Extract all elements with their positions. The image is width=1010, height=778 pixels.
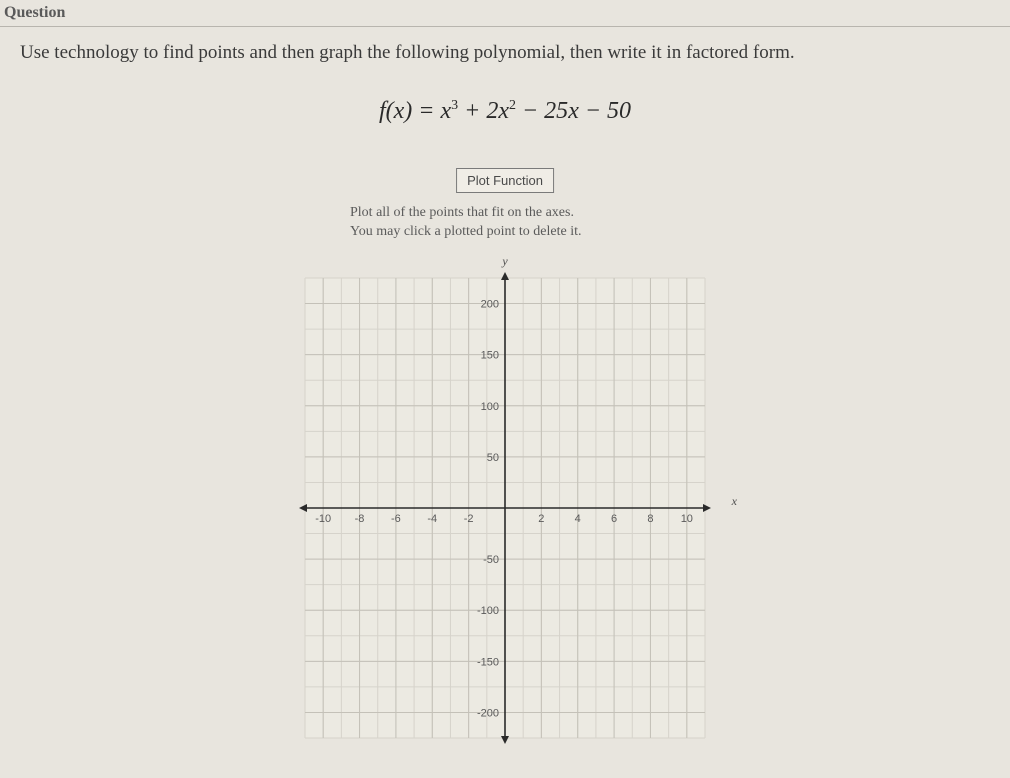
divider xyxy=(0,26,1010,27)
svg-text:-150: -150 xyxy=(477,656,499,668)
svg-text:50: 50 xyxy=(487,452,499,464)
instructions-line: Plot all of the points that fit on the a… xyxy=(350,204,660,223)
svg-text:10: 10 xyxy=(681,513,693,525)
svg-text:-50: -50 xyxy=(483,554,499,566)
svg-text:6: 6 xyxy=(611,513,617,525)
question-label: Question xyxy=(4,4,65,22)
plot-function-button[interactable]: Plot Function xyxy=(456,168,554,193)
svg-text:2: 2 xyxy=(538,513,544,525)
svg-text:-8: -8 xyxy=(355,513,365,525)
svg-text:8: 8 xyxy=(647,513,653,525)
svg-text:-200: -200 xyxy=(477,707,499,719)
question-prompt: Use technology to find points and then g… xyxy=(20,42,795,64)
svg-text:100: 100 xyxy=(481,401,499,413)
svg-text:-2: -2 xyxy=(464,513,474,525)
instructions-line: You may click a plotted point to delete … xyxy=(350,223,660,242)
chart-area[interactable]: y x -10-8-6-4-224681050100150200-50-100-… xyxy=(275,258,735,758)
svg-text:-4: -4 xyxy=(427,513,437,525)
y-axis-label: y xyxy=(502,254,507,269)
equation: f(x) = x3 + 2x2 − 25x − 50 xyxy=(0,98,1010,125)
x-axis-label: x xyxy=(732,494,737,509)
plot-instructions: Plot all of the points that fit on the a… xyxy=(350,204,660,242)
svg-text:-100: -100 xyxy=(477,605,499,617)
svg-text:-6: -6 xyxy=(391,513,401,525)
coordinate-grid[interactable]: -10 -8 -6 -4 -2 2 4 6 8 10 50 100 150 200 -50 -100 -150 -… xyxy=(275,258,735,758)
svg-text:-10: -10 xyxy=(315,513,331,525)
svg-text:4: 4 xyxy=(575,513,581,525)
svg-text:150: 150 xyxy=(481,350,499,362)
svg-text:200: 200 xyxy=(481,299,499,311)
